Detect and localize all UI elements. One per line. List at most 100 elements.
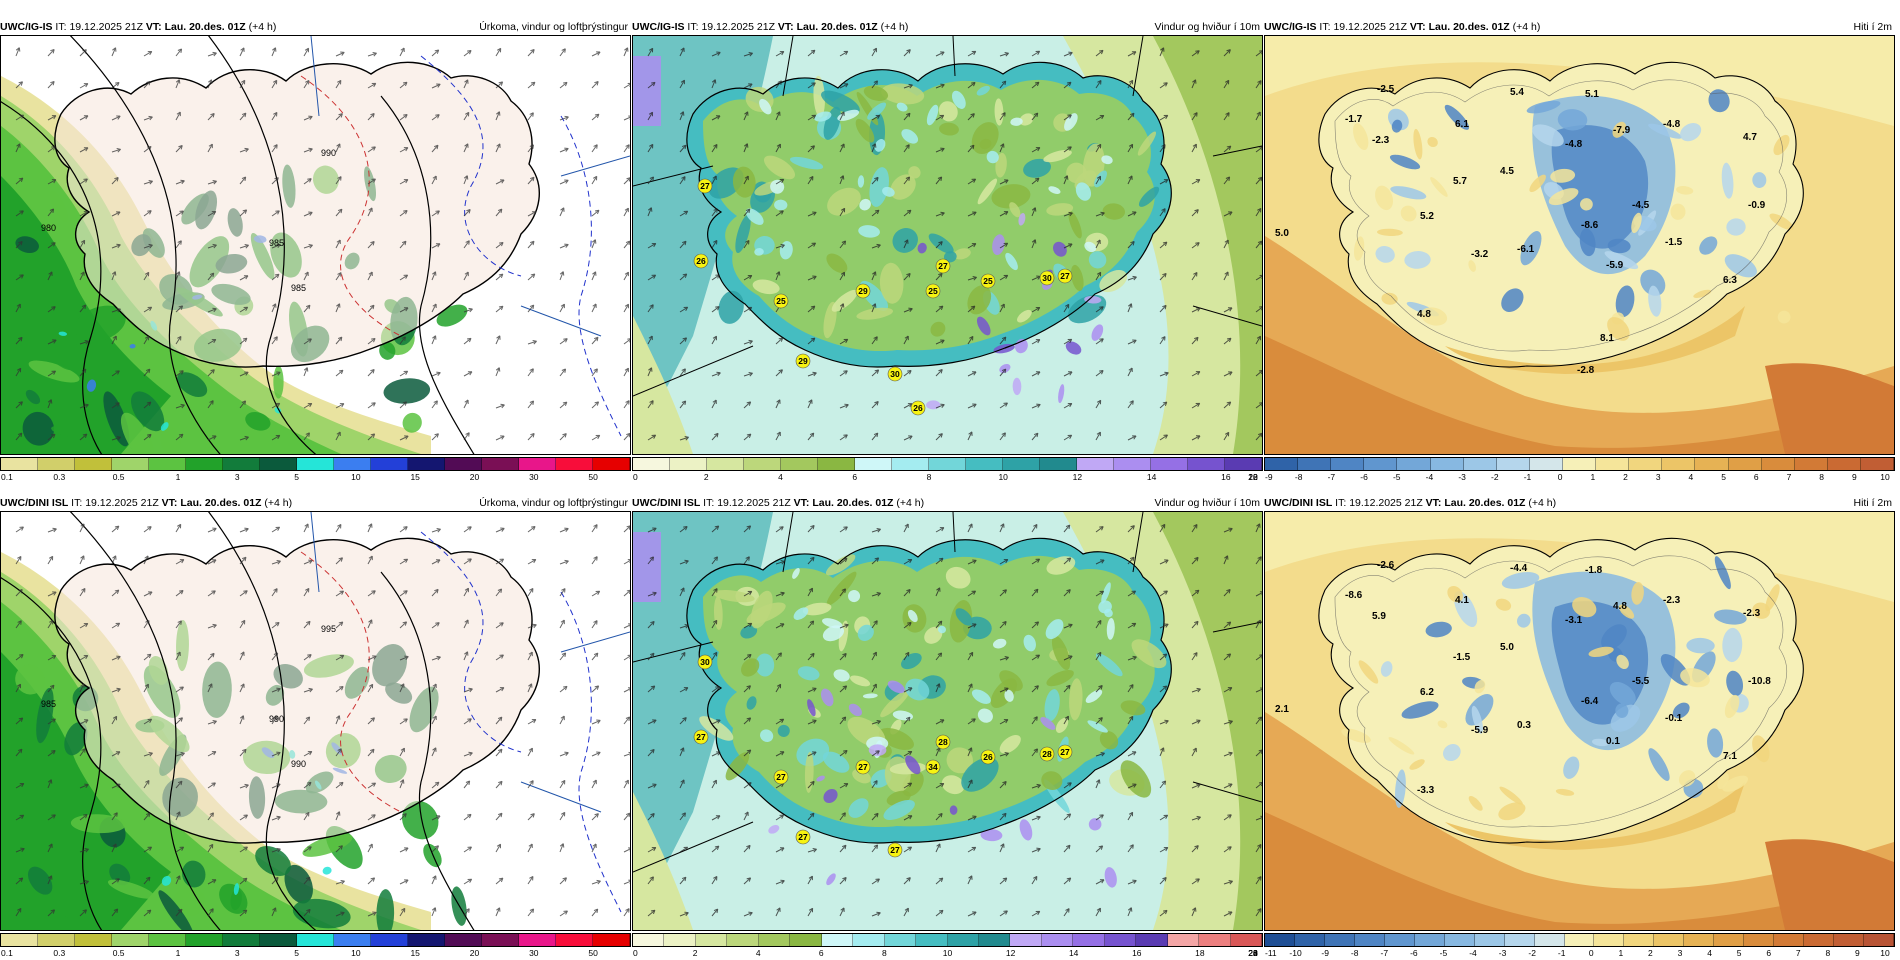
panel-header: UWC/IG-IS IT: 19.12.2025 21Z VT: Lau. 20… (632, 20, 1263, 34)
colorbar-swatch (112, 458, 149, 470)
gust-value: 25 (776, 296, 786, 306)
colorbar-tick-label: -1 (1524, 472, 1532, 482)
colorbar-swatch (1762, 458, 1795, 470)
isobar-label: 985 (269, 238, 284, 248)
colorbar-swatch (916, 934, 947, 946)
colorbar (632, 457, 1263, 471)
gust-bubble: 27 (936, 259, 950, 273)
field-title: Hiti í 2m (1853, 20, 1892, 34)
colorbar-tick-label: -8 (1295, 472, 1303, 482)
gust-bubble: 28 (936, 735, 950, 749)
colorbar-swatch (727, 934, 758, 946)
colorbar-tick-label: -6 (1360, 472, 1368, 482)
colorbar-swatch (1497, 458, 1530, 470)
colorbar (0, 933, 631, 947)
vt-value: Lau. 20.des. 01Z (165, 21, 246, 33)
colorbar-tick-label: 0.1 (1, 472, 13, 482)
temperature-value: -5.9 (1471, 725, 1489, 736)
colorbar-swatch (1364, 458, 1397, 470)
colorbar-swatch (1042, 934, 1073, 946)
gust-value: 27 (938, 261, 948, 271)
colorbar-swatch (1714, 934, 1744, 946)
gust-value: 28 (1042, 749, 1052, 759)
colorbar-tick-label: -5 (1393, 472, 1401, 482)
temperature-value: -1.7 (1345, 114, 1363, 125)
temperature-value: -2.8 (1577, 365, 1595, 376)
colorbar-swatch (1795, 458, 1828, 470)
it-label: IT: (71, 497, 82, 509)
colorbar-swatch (759, 934, 790, 946)
gust-bubble: 26 (981, 750, 995, 764)
temperature-value: 2.1 (1275, 704, 1289, 715)
colorbar-tick-label: 0.3 (53, 472, 65, 482)
field-title: Vindur og hviður í 10m (1155, 20, 1260, 34)
vt-label: VT: (1410, 21, 1426, 33)
colorbar-tick-label: 0 (1558, 472, 1563, 482)
colorbar-swatch (1010, 934, 1041, 946)
colorbar (1264, 457, 1895, 471)
colorbar-swatch (885, 934, 916, 946)
colorbar-tick-label: 12 (1073, 472, 1082, 482)
gust-bubble: 30 (888, 367, 902, 381)
colorbar-swatch (408, 458, 445, 470)
colorbar-swatch (1505, 934, 1535, 946)
it-value: 19.12.2025 21Z (69, 21, 143, 33)
model-name: UWC/IG-IS (1264, 21, 1317, 33)
colorbar-swatch (1464, 458, 1497, 470)
temperature-value: 4.1 (1455, 595, 1469, 606)
model-name: UWC/IG-IS (0, 21, 53, 33)
gust-bubble: 25 (926, 284, 940, 298)
colorbar-swatch (1325, 934, 1355, 946)
colorbar-tick-label: 10 (351, 472, 360, 482)
panel-header: UWC/DINI ISL IT: 19.12.2025 21Z VT: Lau.… (0, 496, 631, 510)
temperature-value: 4.8 (1417, 309, 1431, 320)
colorbar-swatch (1188, 458, 1225, 470)
model-name: UWC/DINI ISL (632, 497, 700, 509)
model-name: UWC/DINI ISL (1264, 497, 1332, 509)
colorbar-swatch (1151, 458, 1188, 470)
colorbar-swatch (670, 458, 707, 470)
gust-value: 28 (938, 737, 948, 747)
colorbar-swatch (1105, 934, 1136, 946)
temperature-value: -8.6 (1581, 220, 1599, 231)
gust-bubble: 30 (698, 655, 712, 669)
colorbar-swatch (1828, 458, 1861, 470)
colorbar-swatch (75, 458, 112, 470)
colorbar-swatch (556, 458, 593, 470)
temperature-value: 5.9 (1372, 611, 1386, 622)
temperature-value: -3.1 (1565, 615, 1583, 626)
lead-time: (+4 h) (1513, 21, 1541, 33)
colorbar-swatch (1563, 458, 1596, 470)
lead-time: (+4 h) (881, 21, 909, 33)
isobar-label: 980 (41, 223, 56, 233)
temperature-value: -5.5 (1632, 676, 1650, 687)
gust-bubble: 29 (856, 284, 870, 298)
colorbar-swatch (1298, 458, 1331, 470)
vt-label: VT: (1426, 497, 1442, 509)
colorbar-tick-label: 5 (1721, 472, 1726, 482)
isobar-label: 990 (321, 148, 336, 158)
colorbar-swatch (1, 458, 38, 470)
colorbar-swatch (519, 934, 556, 946)
gust-bubble: 27 (796, 830, 810, 844)
colorbar-swatch (1695, 458, 1728, 470)
colorbar-swatch (1629, 458, 1662, 470)
colorbar-tick-label: -9 (1265, 472, 1273, 482)
temperature-value: -4.4 (1510, 563, 1528, 574)
gust-value: 26 (913, 403, 923, 413)
it-value: 19.12.2025 21Z (717, 497, 791, 509)
isobar-label: 985 (41, 699, 56, 709)
temperature-value: -2.3 (1372, 135, 1390, 146)
panel-header: UWC/DINI ISL IT: 19.12.2025 21Z VT: Lau.… (632, 496, 1263, 510)
colorbar-swatch (1684, 934, 1714, 946)
colorbar-tick-label: 6 (1754, 472, 1759, 482)
gust-bubble: 26 (911, 401, 925, 415)
colorbar-tick-label: 4 (1689, 472, 1694, 482)
colorbar-tick-label: 5 (294, 472, 299, 482)
